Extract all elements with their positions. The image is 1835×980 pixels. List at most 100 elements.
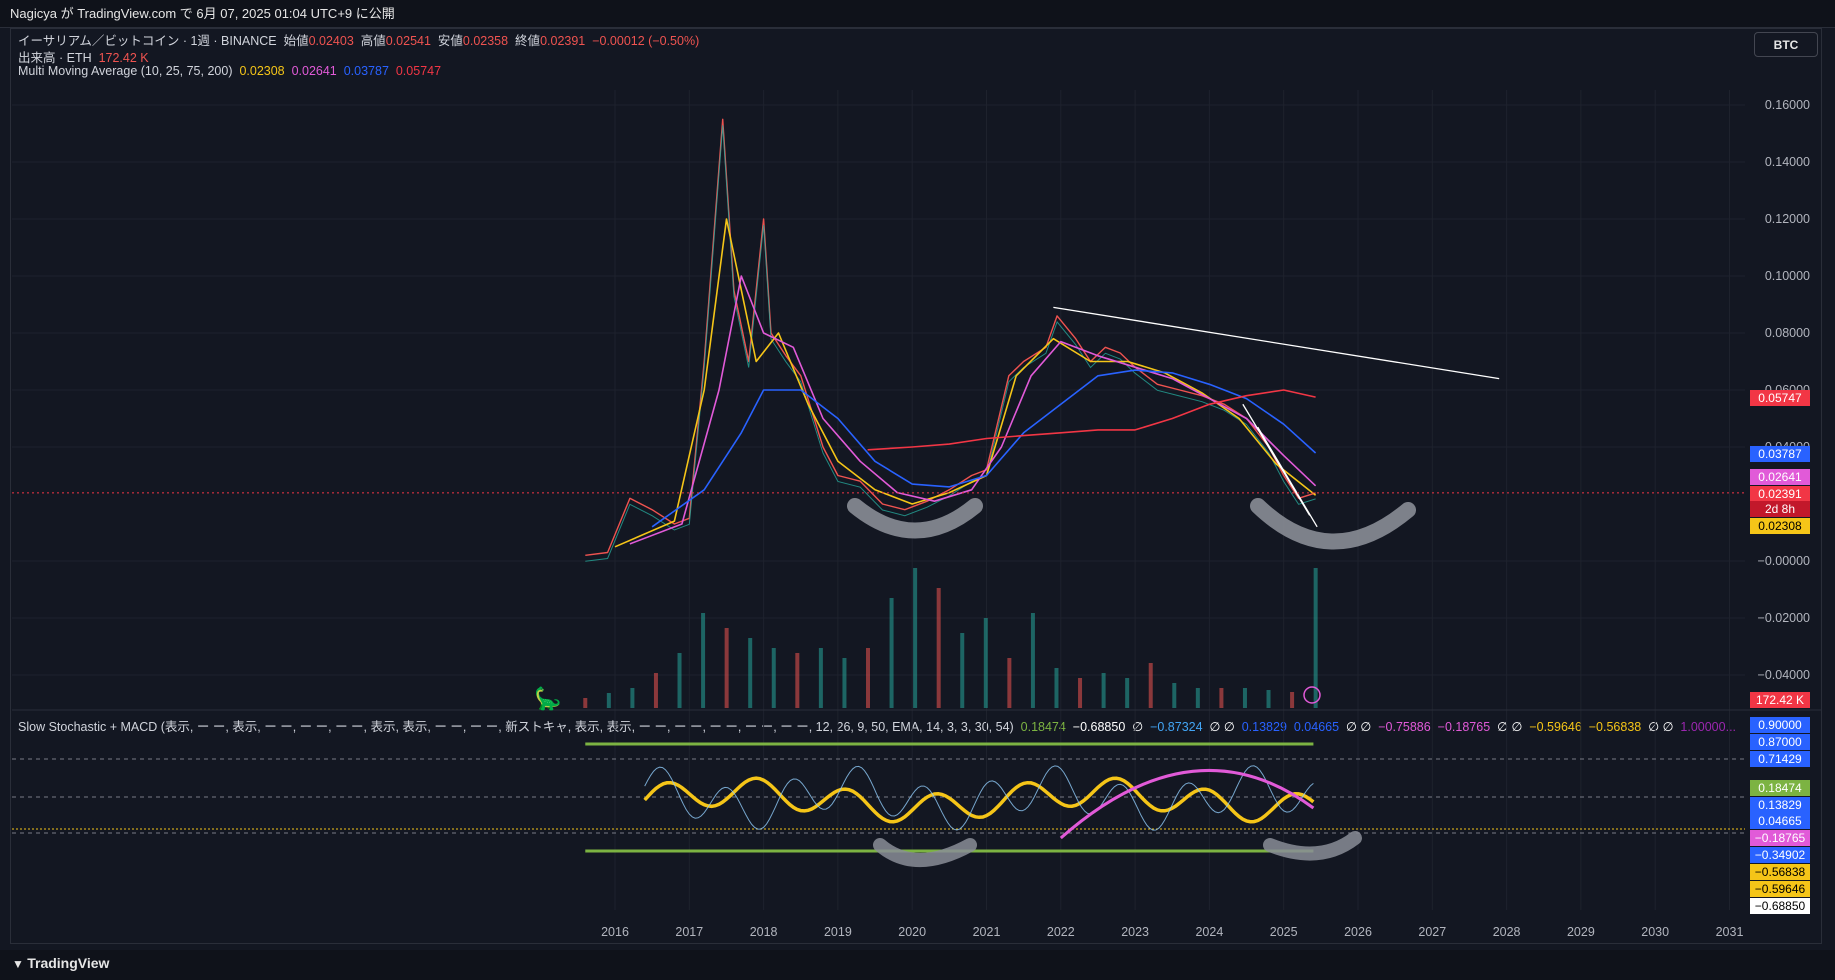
price-axis-tag-label: 2d 8h bbox=[1765, 502, 1795, 516]
osc-cup-highlight-2019 bbox=[873, 838, 977, 867]
chart-frame[interactable] bbox=[10, 28, 1822, 944]
osc-axis-tag bbox=[1750, 898, 1810, 914]
volume-bar bbox=[1101, 673, 1106, 708]
volume-bar bbox=[1030, 613, 1035, 708]
price-axis-tag-label: 0.02391 bbox=[1758, 487, 1802, 501]
time-axis-label: 2029 bbox=[1567, 925, 1595, 939]
low-value: 0.02358 bbox=[462, 34, 509, 48]
osc-axis-tag bbox=[1750, 717, 1810, 733]
osc-value: ∅ bbox=[1511, 720, 1523, 734]
volume-bar bbox=[1078, 678, 1083, 708]
osc-value: ∅ bbox=[1132, 720, 1144, 734]
time-axis-label: 2021 bbox=[973, 925, 1001, 939]
time-axis-label: 2024 bbox=[1195, 925, 1223, 939]
time-axis-label: 2022 bbox=[1047, 925, 1075, 939]
volume-bar bbox=[677, 653, 682, 708]
volume-bar bbox=[1266, 690, 1271, 708]
price-axis-tag-label: 0.05747 bbox=[1758, 391, 1802, 405]
price-axis-label: −0.00000 bbox=[1758, 554, 1811, 568]
osc-value: −0.56838 bbox=[1588, 720, 1642, 734]
volume-bar bbox=[583, 698, 588, 708]
volume-bar bbox=[866, 648, 871, 708]
ma25-value: 0.02641 bbox=[291, 64, 337, 78]
time-axis-label: 2017 bbox=[675, 925, 703, 939]
trendline bbox=[1053, 306, 1500, 380]
stochastic-smooth-line bbox=[643, 776, 1315, 824]
change-value: −0.00012 (−0.50%) bbox=[592, 34, 700, 48]
dinosaur-icon: 🦕 bbox=[534, 686, 561, 712]
osc-axis-tag bbox=[1750, 734, 1810, 750]
osc-value: 0.04665 bbox=[1293, 720, 1340, 734]
osc-axis-tag-label: −0.59646 bbox=[1755, 882, 1806, 896]
price-axis-tag bbox=[1750, 469, 1810, 485]
osc-value: ∅ bbox=[1346, 720, 1357, 734]
price-axis-tag-label: 172.42 K bbox=[1756, 693, 1804, 707]
osc-axis-tag bbox=[1750, 751, 1810, 767]
time-axis-label: 2018 bbox=[750, 925, 778, 939]
ma200-value: 0.05747 bbox=[395, 64, 442, 78]
time-axis-label: 2023 bbox=[1121, 925, 1149, 939]
volume-bar bbox=[960, 633, 965, 708]
price-axis-tag bbox=[1750, 501, 1810, 517]
ma-line-ma200 bbox=[867, 389, 1316, 451]
osc-axis-tag-label: 0.87000 bbox=[1758, 735, 1802, 749]
volume-bar bbox=[795, 653, 800, 708]
volume-bar bbox=[1125, 678, 1130, 708]
ma75-value: 0.03787 bbox=[343, 64, 389, 78]
volume-bar bbox=[630, 688, 635, 708]
tradingview-brand[interactable]: ▼ TradingView bbox=[12, 955, 109, 971]
volume-bar bbox=[1290, 692, 1295, 708]
osc-axis-tag bbox=[1750, 847, 1810, 863]
low-label: 安値 bbox=[437, 34, 463, 48]
osc-axis-tag bbox=[1750, 780, 1810, 796]
osc-value: −0.18765 bbox=[1437, 720, 1491, 734]
osc-value: 1.00000... bbox=[1680, 720, 1737, 734]
volume-bar bbox=[1007, 658, 1012, 708]
time-axis-label: 2027 bbox=[1418, 925, 1446, 939]
osc-axis-tag bbox=[1750, 864, 1810, 880]
price-axis-tag bbox=[1750, 692, 1810, 708]
osc-axis-tag-label: −0.18765 bbox=[1755, 831, 1806, 845]
osc-axis-tag bbox=[1750, 813, 1810, 829]
main-legend: イーサリアム／ビットコイン · 1週 · BINANCE 始値0.02403 高… bbox=[18, 30, 699, 49]
osc-axis-tag-label: −0.68850 bbox=[1755, 899, 1806, 913]
osc-value: ∅ bbox=[1662, 720, 1674, 734]
volume-bar bbox=[983, 618, 988, 708]
stochastic-fast-line bbox=[644, 765, 1314, 831]
osc-axis-tag-label: 0.13829 bbox=[1758, 798, 1802, 812]
osc-axis-tag-label: 0.04665 bbox=[1758, 814, 1802, 828]
price-series-line bbox=[585, 118, 1316, 556]
osc-value: ∅ bbox=[1209, 720, 1221, 734]
osc-axis-tag-label: 0.90000 bbox=[1758, 718, 1802, 732]
osc-value: ∅ bbox=[1497, 720, 1508, 734]
footer-bar bbox=[0, 950, 1835, 980]
volume-bar bbox=[1148, 663, 1153, 708]
open-label: 始値 bbox=[283, 34, 309, 48]
time-axis-label: 2019 bbox=[824, 925, 852, 939]
time-axis-label: 2020 bbox=[898, 925, 926, 939]
price-axis-label: 0.08000 bbox=[1765, 326, 1810, 340]
ma-legend: Multi Moving Average (10, 25, 75, 200) 0… bbox=[18, 64, 441, 78]
macd-signal-arc bbox=[1059, 768, 1315, 840]
time-axis-label: 2025 bbox=[1270, 925, 1298, 939]
volume-bar bbox=[1242, 688, 1247, 708]
volume-value: 172.42 K bbox=[98, 51, 149, 65]
published-text: Nagicya が TradingView.com で 6月 07, 2025 … bbox=[10, 6, 395, 21]
osc-axis-tag-label: 0.18474 bbox=[1758, 781, 1802, 795]
close-label: 終値 bbox=[515, 34, 541, 48]
compare-symbol-button[interactable]: BTC bbox=[1754, 32, 1818, 57]
volume-bar bbox=[1172, 683, 1177, 708]
osc-value: ∅ bbox=[1648, 720, 1660, 734]
osc-value: ∅ bbox=[1360, 720, 1372, 734]
volume-bar bbox=[818, 648, 823, 708]
volume-bar bbox=[1054, 668, 1059, 708]
volume-bar bbox=[748, 638, 753, 708]
high-value: 0.02541 bbox=[385, 34, 431, 48]
ma-line-ma75 bbox=[651, 369, 1317, 528]
volume-bar bbox=[842, 658, 847, 708]
volume-bar bbox=[936, 588, 941, 708]
volume-bar bbox=[606, 693, 611, 708]
volume-bar bbox=[653, 673, 658, 708]
volume-bar bbox=[701, 613, 706, 708]
